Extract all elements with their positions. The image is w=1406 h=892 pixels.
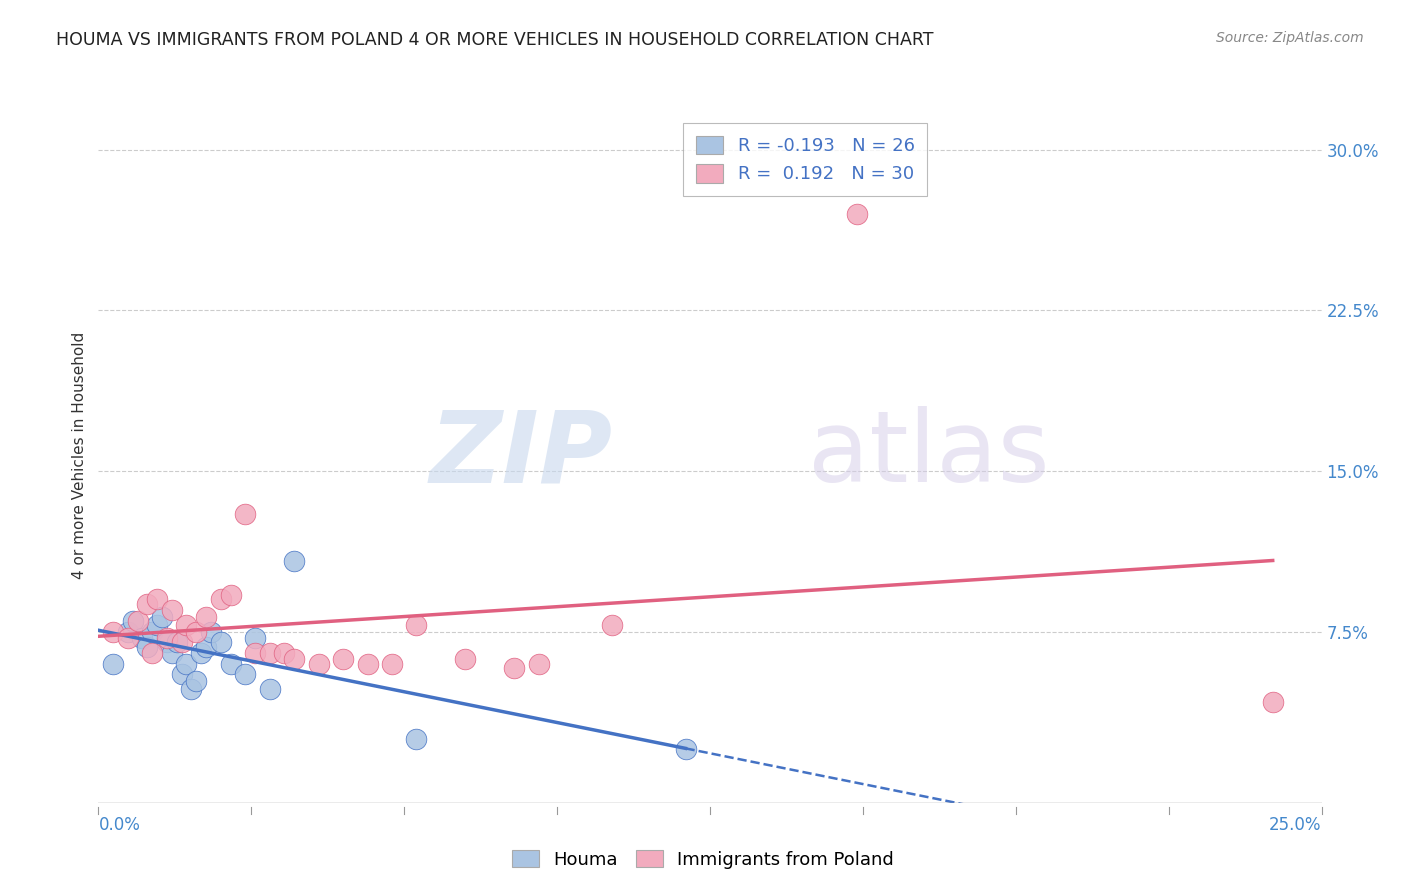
Point [101,624,124,639]
Point [308,657,330,671]
Point [186,673,208,688]
Point [405,618,427,632]
Text: ZIP: ZIP [429,407,612,503]
Text: Source: ZipAtlas.com: Source: ZipAtlas.com [1216,31,1364,45]
Point [243,646,266,660]
Point [600,618,623,632]
Point [170,635,193,649]
Point [166,635,188,649]
Point [141,624,163,639]
Point [273,646,295,660]
Point [195,640,218,654]
Point [283,652,305,666]
Point [117,631,139,645]
Point [136,597,159,611]
Point [209,635,232,649]
Point [127,614,149,628]
Point [1261,695,1284,709]
Point [259,646,281,660]
Text: 0.0%: 0.0% [98,816,141,834]
Point [845,207,868,221]
Text: HOUMA VS IMMIGRANTS FROM POLAND 4 OR MORE VEHICLES IN HOUSEHOLD CORRELATION CHAR: HOUMA VS IMMIGRANTS FROM POLAND 4 OR MOR… [56,31,934,49]
Point [190,646,212,660]
Point [527,657,550,671]
Point [176,618,198,632]
Point [146,592,169,607]
Point [209,592,232,607]
Point [150,609,173,624]
Point [176,657,198,671]
Point [219,588,242,602]
Point [503,661,526,675]
Point [259,682,281,697]
Point [141,646,163,660]
Point [186,624,208,639]
Point [160,603,183,617]
Point [381,657,404,671]
Point [195,609,218,624]
Point [146,618,169,632]
Point [332,652,354,666]
Legend: R = -0.193   N = 26, R =  0.192   N = 30: R = -0.193 N = 26, R = 0.192 N = 30 [683,123,928,196]
Point [117,624,139,639]
Point [356,657,378,671]
Point [283,554,305,568]
Text: atlas: atlas [808,407,1049,503]
Point [170,667,193,681]
Point [131,631,153,645]
Point [454,652,477,666]
Point [233,667,256,681]
Y-axis label: 4 or more Vehicles in Household: 4 or more Vehicles in Household [72,331,87,579]
Legend: Houma, Immigrants from Poland: Houma, Immigrants from Poland [505,843,901,876]
Point [136,640,159,654]
Point [160,646,183,660]
Point [101,657,124,671]
Point [233,507,256,521]
Text: 25.0%: 25.0% [1270,816,1322,834]
Point [200,624,222,639]
Point [121,614,143,628]
Point [243,631,266,645]
Point [405,731,427,746]
Point [219,657,242,671]
Point [156,635,179,649]
Point [156,631,179,645]
Point [180,682,202,697]
Point [675,742,697,756]
